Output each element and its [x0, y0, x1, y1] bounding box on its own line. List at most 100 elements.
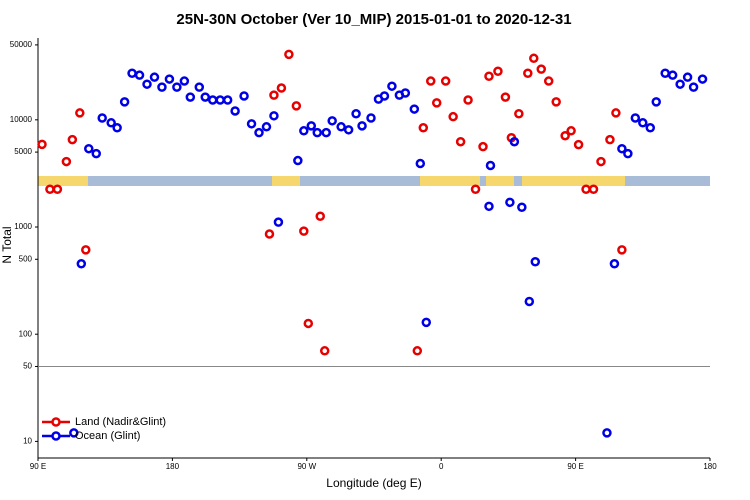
point: [273, 217, 284, 227]
point: [264, 229, 275, 239]
y-tick-label: 10: [23, 437, 32, 446]
point: [207, 95, 218, 105]
point: [415, 158, 426, 169]
point: [75, 108, 85, 118]
point: [602, 428, 612, 438]
point: [611, 108, 621, 118]
point: [425, 76, 436, 86]
point: [276, 83, 287, 93]
point: [431, 98, 442, 108]
point: [303, 318, 314, 329]
point: [524, 296, 535, 307]
x-tick-label: 90 E: [567, 462, 583, 471]
y-tick-label: 5000: [14, 147, 32, 156]
point: [134, 70, 145, 80]
legend-label: Land (Nadir&Glint): [75, 416, 166, 428]
point: [529, 53, 539, 64]
y-axis-label: N Total: [0, 226, 14, 263]
point: [357, 121, 367, 131]
point: [493, 66, 503, 76]
point: [261, 122, 272, 132]
point: [179, 76, 190, 86]
point: [617, 245, 627, 255]
y-tick-label: 500: [19, 254, 33, 263]
point: [366, 113, 376, 123]
point: [455, 136, 466, 147]
point: [505, 197, 515, 208]
point: [69, 428, 79, 438]
point: [142, 79, 152, 89]
point: [351, 108, 361, 119]
point: [617, 143, 627, 154]
point: [379, 91, 390, 101]
point: [291, 101, 302, 111]
point: [523, 68, 533, 78]
point: [675, 79, 685, 89]
point: [530, 257, 541, 267]
point: [157, 82, 167, 92]
point: [61, 156, 72, 167]
point: [514, 108, 524, 119]
x-tick-label: 0: [439, 462, 444, 471]
point: [412, 346, 423, 356]
point: [484, 71, 494, 82]
point: [551, 97, 561, 107]
point: [119, 97, 130, 107]
point: [560, 130, 570, 141]
point: [315, 211, 325, 222]
point: [485, 160, 496, 171]
point: [76, 259, 87, 269]
point: [45, 184, 55, 195]
y-tick-label: 10000: [10, 115, 33, 124]
point: [463, 95, 473, 105]
point: [222, 95, 233, 105]
point: [293, 155, 303, 166]
point: [400, 88, 411, 98]
point: [660, 68, 670, 78]
point: [164, 74, 175, 84]
legend-marker: [51, 417, 61, 427]
point: [421, 317, 432, 328]
point: [596, 156, 606, 167]
point: [327, 116, 337, 126]
point: [484, 201, 494, 212]
point: [588, 184, 599, 195]
point: [97, 113, 107, 123]
point: [500, 92, 511, 102]
point: [194, 82, 205, 92]
point: [112, 123, 122, 133]
point: [200, 92, 211, 102]
point: [336, 122, 346, 132]
point: [418, 123, 429, 133]
chart-title: 25N-30N October (Ver 10_MIP) 2015-01-01 …: [176, 11, 571, 28]
point: [319, 346, 330, 356]
point: [81, 245, 91, 255]
point: [269, 111, 279, 121]
x-tick-label: 180: [166, 462, 180, 471]
point: [566, 126, 576, 136]
point: [697, 74, 708, 84]
y-tick-label: 1000: [14, 222, 32, 231]
point: [409, 104, 420, 114]
point: [230, 106, 240, 116]
point: [543, 76, 554, 86]
point: [239, 91, 249, 101]
point: [440, 76, 451, 86]
y-tick-label: 50000: [10, 40, 33, 49]
y-tick-label: 100: [19, 329, 33, 338]
point: [573, 139, 584, 150]
point: [387, 81, 397, 91]
point: [246, 119, 257, 129]
point: [478, 141, 488, 152]
point: [269, 90, 279, 100]
x-tick-label: 180: [703, 462, 717, 471]
point: [536, 64, 547, 74]
point: [517, 202, 527, 212]
point: [84, 143, 94, 154]
point: [127, 68, 137, 78]
point: [651, 97, 661, 107]
point: [299, 126, 309, 136]
point: [509, 136, 520, 147]
point: [149, 72, 160, 82]
point: [343, 125, 354, 135]
